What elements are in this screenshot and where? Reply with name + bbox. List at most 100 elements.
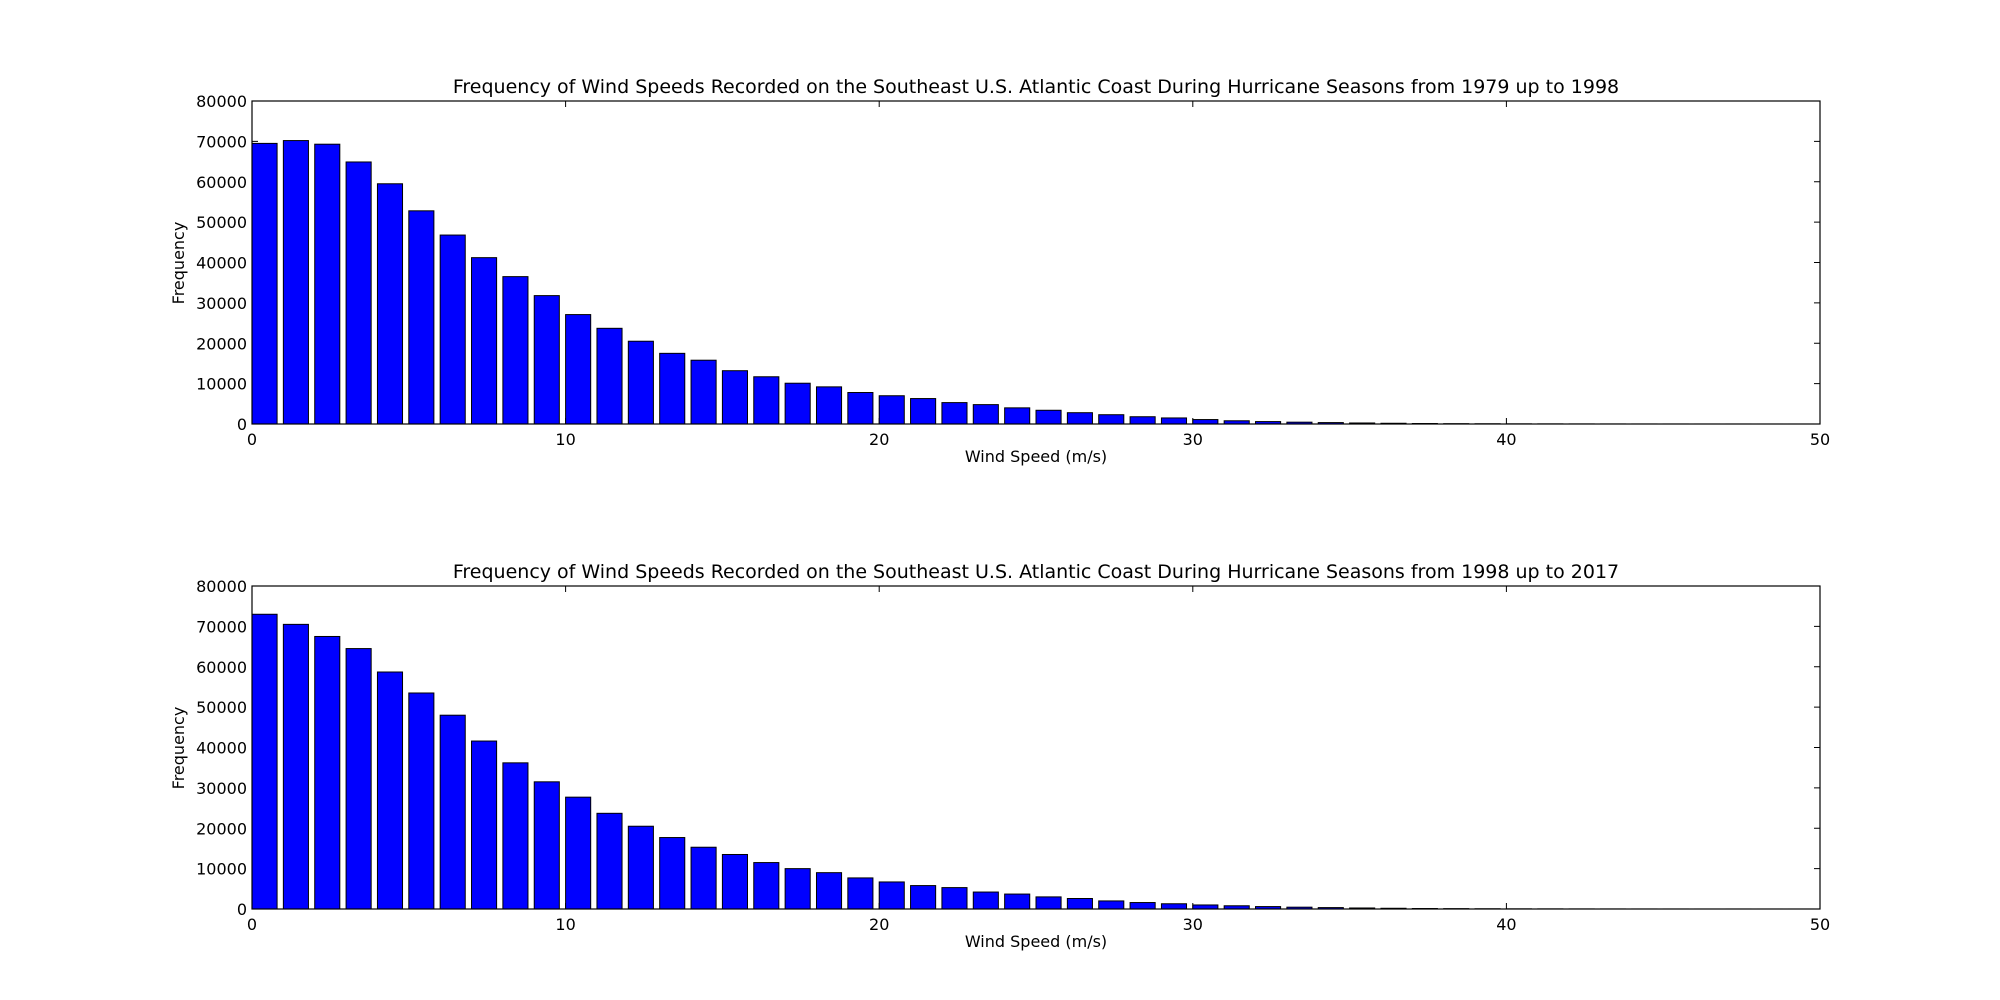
y-tick-label: 20000 xyxy=(196,819,247,838)
y-tick-label: 0 xyxy=(237,900,247,919)
bar-0 xyxy=(251,613,278,910)
x-tick-label: 50 xyxy=(1810,430,1830,449)
bar-18 xyxy=(815,386,843,425)
y-tick-label: 30000 xyxy=(196,294,247,313)
bar-2 xyxy=(314,143,341,425)
x-tick-label: 10 xyxy=(555,915,575,934)
bar-9 xyxy=(533,295,560,425)
bar-7 xyxy=(471,257,498,425)
bar-5 xyxy=(408,692,435,910)
chart-panel-1998-2017: Frequency of Wind Speeds Recorded on the… xyxy=(169,561,1830,951)
bar-20 xyxy=(878,395,905,425)
bar-4 xyxy=(376,671,404,910)
bar-19 xyxy=(847,877,874,910)
bar-25 xyxy=(1035,409,1062,425)
bar-20 xyxy=(878,881,905,910)
bar-29 xyxy=(1160,903,1188,910)
tick-labels: 0 10 20 30 40 50 0 10000 20000 30000 40000 50000 600… xyxy=(196,92,1830,449)
x-tick-label: 40 xyxy=(1496,915,1516,934)
bar-7 xyxy=(471,740,498,910)
bar-16 xyxy=(753,862,780,910)
bar-5 xyxy=(408,210,435,425)
x-tick-label: 0 xyxy=(247,430,257,449)
y-tick-label: 50000 xyxy=(196,698,247,717)
y-tick-label: 50000 xyxy=(196,213,247,232)
chart-title: Frequency of Wind Speeds Recorded on the… xyxy=(453,76,1619,98)
bar-29 xyxy=(1160,417,1188,425)
bar-1 xyxy=(282,623,309,910)
bar-16 xyxy=(753,376,780,425)
bar-27 xyxy=(1098,414,1125,425)
y-tick-label: 60000 xyxy=(196,173,247,192)
tick-labels: 0 10 20 30 40 50 0 10000 20000 30000 40000 50000 600… xyxy=(196,577,1830,934)
chart-title: Frequency of Wind Speeds Recorded on the… xyxy=(453,561,1619,583)
bar-8 xyxy=(502,762,529,910)
x-tick-label: 20 xyxy=(869,915,889,934)
bar-6 xyxy=(439,234,466,425)
bar-15 xyxy=(721,853,748,910)
y-tick-label: 20000 xyxy=(196,334,247,353)
y-tick-label: 80000 xyxy=(196,92,247,111)
bar-10 xyxy=(565,796,592,910)
plot-frame xyxy=(251,100,1821,425)
y-tick-label: 70000 xyxy=(196,132,247,151)
bar-22 xyxy=(941,402,968,425)
bar-11 xyxy=(596,812,623,910)
bar-30 xyxy=(1192,419,1219,425)
bar-14 xyxy=(690,846,717,910)
bar-18 xyxy=(815,872,843,910)
bar-14 xyxy=(690,359,717,425)
bar-22 xyxy=(941,887,968,910)
y-tick-label: 40000 xyxy=(196,254,247,273)
bar-4 xyxy=(376,183,404,425)
bar-21 xyxy=(910,398,937,425)
bar-8 xyxy=(502,276,529,425)
bar-12 xyxy=(627,825,654,910)
bar-24 xyxy=(1004,893,1031,910)
plot-frame xyxy=(251,585,1821,910)
bar-28 xyxy=(1129,902,1156,910)
bar-24 xyxy=(1004,407,1031,425)
bar-21 xyxy=(910,885,937,910)
x-tick-label: 30 xyxy=(1183,430,1203,449)
x-tick-label: 10 xyxy=(555,430,575,449)
bar-2 xyxy=(314,635,341,910)
y-tick-label: 60000 xyxy=(196,658,247,677)
y-tick-label: 0 xyxy=(237,415,247,434)
bars xyxy=(251,613,1815,910)
bar-11 xyxy=(596,327,623,425)
chart-panel-1979-1998: Frequency of Wind Speeds Recorded on the… xyxy=(169,76,1830,466)
bar-9 xyxy=(533,781,560,910)
x-tick-label: 40 xyxy=(1496,430,1516,449)
y-tick-label: 30000 xyxy=(196,779,247,798)
y-tick-label: 40000 xyxy=(196,739,247,758)
bar-12 xyxy=(627,340,654,425)
bar-3 xyxy=(345,648,372,910)
y-axis-label: Frequency xyxy=(169,707,188,790)
bar-17 xyxy=(784,382,811,425)
x-axis-label: Wind Speed (m/s) xyxy=(965,447,1107,466)
bar-25 xyxy=(1035,896,1062,910)
y-tick-label: 70000 xyxy=(196,617,247,636)
bar-28 xyxy=(1129,416,1156,425)
bar-1 xyxy=(282,140,309,425)
bar-17 xyxy=(784,868,811,910)
bar-13 xyxy=(659,837,686,910)
bar-10 xyxy=(565,314,592,425)
bar-26 xyxy=(1066,898,1093,910)
bar-6 xyxy=(439,714,466,910)
x-tick-label: 30 xyxy=(1183,915,1203,934)
x-tick-label: 0 xyxy=(247,915,257,934)
y-tick-label: 10000 xyxy=(196,375,247,394)
bar-30 xyxy=(1192,904,1219,910)
x-tick-label: 20 xyxy=(869,430,889,449)
y-axis-label: Frequency xyxy=(169,222,188,305)
bar-19 xyxy=(847,392,874,425)
x-axis-label: Wind Speed (m/s) xyxy=(965,932,1107,951)
bar-13 xyxy=(659,352,686,425)
x-tick-label: 50 xyxy=(1810,915,1830,934)
bar-27 xyxy=(1098,900,1125,910)
bar-26 xyxy=(1066,412,1093,425)
bar-15 xyxy=(721,370,748,425)
